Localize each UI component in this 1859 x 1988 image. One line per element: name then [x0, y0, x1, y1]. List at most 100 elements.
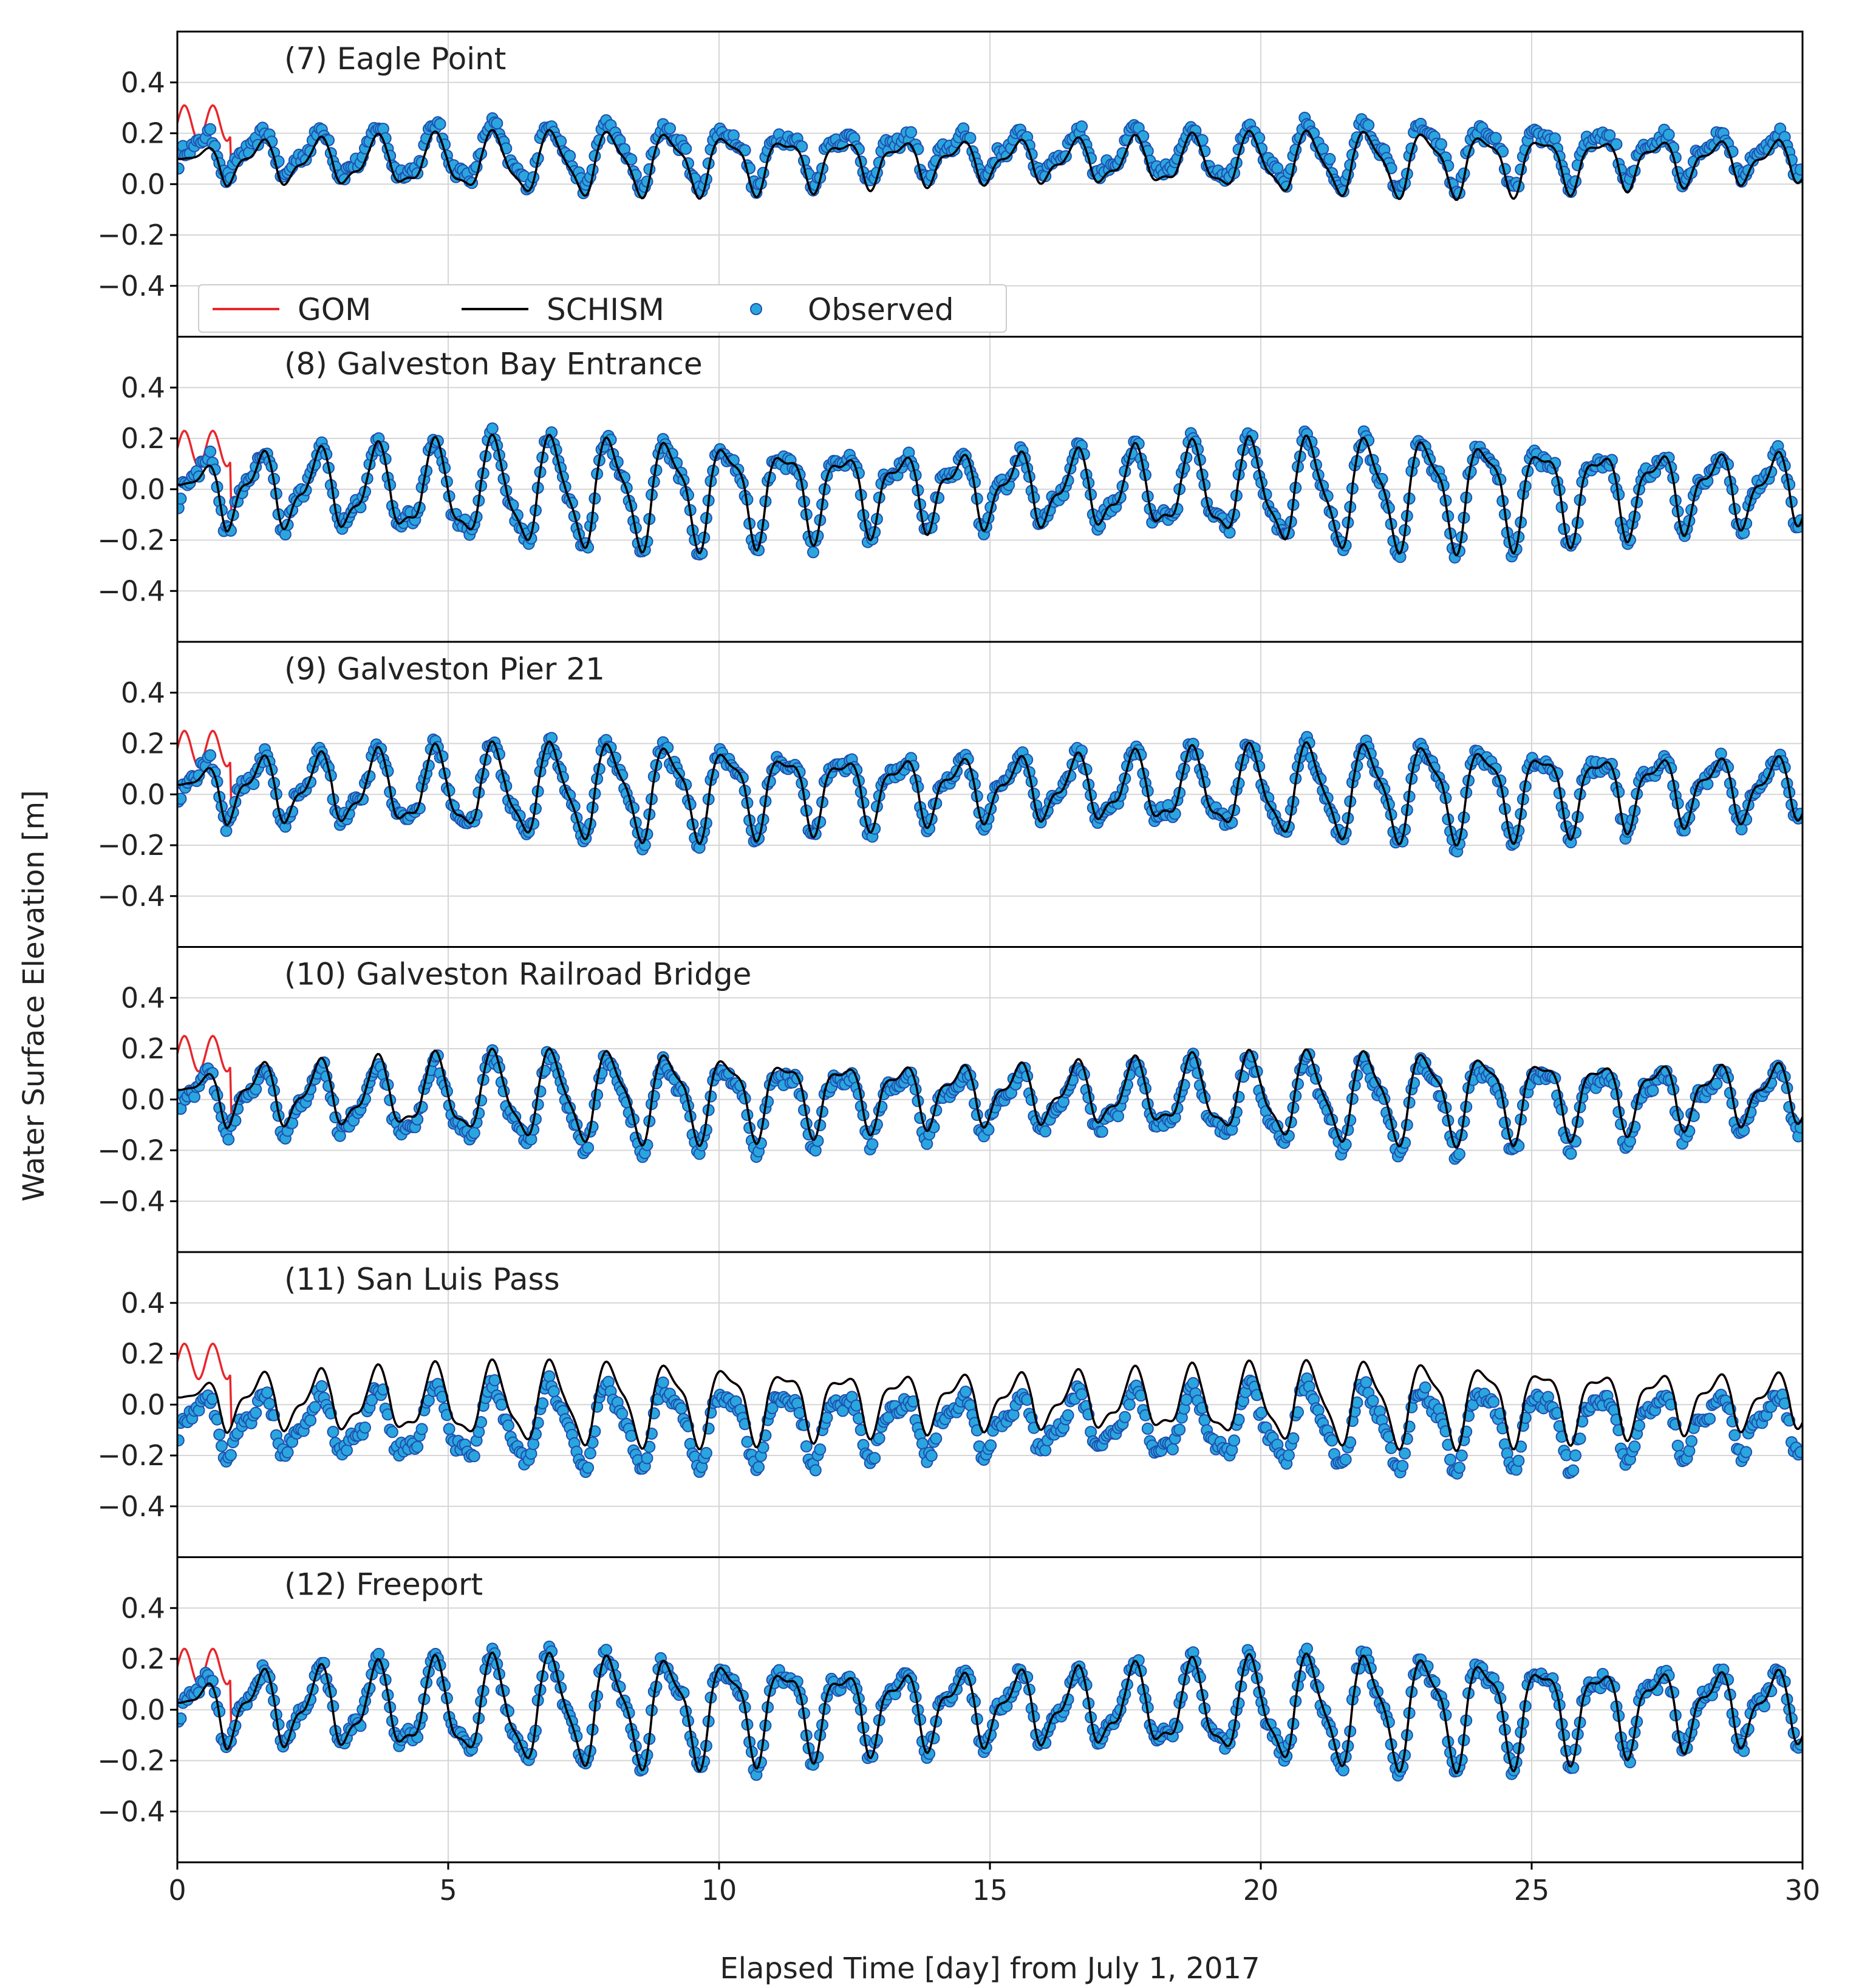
observed-point [873, 1432, 885, 1445]
observed-point [468, 1126, 480, 1139]
observed-point [309, 1401, 321, 1414]
observed-point [643, 163, 656, 175]
observed-point [1444, 1453, 1456, 1466]
observed-point [1271, 162, 1284, 174]
observed-point [964, 132, 977, 145]
observed-point [1646, 1084, 1659, 1097]
observed-point [1123, 1398, 1136, 1411]
y-tick-label: −0.4 [97, 1795, 165, 1828]
observed-point [502, 1419, 514, 1432]
y-tick-label: 0.4 [121, 981, 165, 1014]
series-group [177, 729, 1803, 858]
observed-point [315, 1380, 328, 1392]
observed-point [1435, 138, 1447, 151]
observed-point [386, 1426, 398, 1438]
observed-point [1283, 1129, 1295, 1142]
observed-point [527, 1438, 540, 1451]
observed-point [1326, 1434, 1339, 1447]
observed-point [1339, 1453, 1352, 1466]
y-tick-label: −0.2 [97, 219, 165, 251]
observed-point [752, 1461, 765, 1474]
observed-point [193, 769, 205, 781]
observed-point [1549, 132, 1561, 145]
observed-point [1704, 1412, 1716, 1425]
y-tick-label: −0.4 [97, 574, 165, 607]
observed-point [225, 1449, 237, 1462]
panel-title: (9) Galveston Pier 21 [284, 652, 605, 687]
observed-point [647, 1090, 660, 1102]
observed-point [741, 1435, 754, 1448]
observed-point [930, 1432, 943, 1445]
observed-point [263, 1397, 276, 1410]
observed-point [1728, 1429, 1741, 1442]
observed-point [220, 825, 233, 837]
observed-point [213, 1428, 226, 1441]
series-line-schism [177, 129, 1803, 201]
series-group [177, 1035, 1803, 1165]
observed-point [1173, 1423, 1186, 1436]
observed-point [534, 1085, 547, 1098]
observed-point [586, 1120, 599, 1133]
y-tick-label: −0.4 [97, 270, 165, 302]
panel-title: (12) Freeport [284, 1567, 483, 1602]
y-tick-label: 0.0 [121, 1083, 165, 1116]
panel-title: (11) San Luis Pass [284, 1262, 560, 1297]
y-tick-label: 0.4 [121, 1287, 165, 1319]
observed-point [1039, 1444, 1052, 1457]
observed-point [434, 118, 446, 131]
observed-point [1678, 824, 1691, 837]
panel-5: −0.4 −0.2 0.0 0.2 0.4 (11) San Luis Pass [97, 1251, 1804, 1558]
observed-point [204, 749, 217, 761]
y-tick-label: 0.0 [121, 1694, 165, 1726]
y-tick-label: −0.4 [97, 1490, 165, 1523]
observed-point [475, 1094, 488, 1107]
observed-point [411, 1113, 424, 1126]
observed-point [204, 123, 217, 135]
observed-point [1740, 1446, 1753, 1459]
observed-point [1141, 1422, 1154, 1435]
observed-point [1610, 138, 1623, 151]
y-tick-label: −0.2 [97, 524, 165, 557]
observed-point [1232, 1091, 1245, 1103]
observed-point [1685, 1435, 1698, 1448]
y-tick-label: 0.4 [121, 676, 165, 709]
y-tick-label: −0.2 [97, 1745, 165, 1777]
y-tick-label: −0.4 [97, 1185, 165, 1217]
observed-point [664, 122, 676, 135]
legend-swatch-observed [750, 303, 762, 315]
y-tick-label: 0.0 [121, 168, 165, 200]
y-tick-label: −0.2 [97, 1439, 165, 1472]
observed-point [531, 1098, 544, 1111]
observed-point [1399, 1447, 1411, 1460]
series-group [177, 1640, 1803, 1782]
observed-point [1795, 1446, 1803, 1459]
observed-point [216, 1440, 228, 1452]
observed-point [584, 1447, 596, 1460]
observed-point [1512, 1454, 1525, 1467]
observed-point [411, 1731, 424, 1744]
observed-point [1455, 1449, 1468, 1462]
series-line-schism [177, 434, 1803, 556]
observed-point [600, 1644, 613, 1656]
observed-point [177, 492, 187, 505]
observed-point [1628, 1440, 1641, 1453]
observed-point [1039, 1125, 1052, 1138]
y-axis-title: Water Surface Elevation [m] [17, 790, 51, 1202]
observed-point [1710, 1077, 1723, 1090]
observed-point [1795, 163, 1803, 176]
observed-point [208, 140, 221, 152]
observed-point [982, 1123, 995, 1136]
observed-point [1301, 1642, 1313, 1655]
observed-point [969, 1097, 981, 1110]
observed-point [468, 1450, 480, 1463]
legend: GOM SCHISM Observed [198, 284, 1007, 333]
observed-point [188, 1091, 200, 1103]
observed-point [547, 1385, 560, 1398]
series-group [177, 1342, 1803, 1480]
observed-point [1419, 1381, 1431, 1394]
observed-point [1498, 1116, 1511, 1129]
x-tick-label: 20 [1243, 1874, 1279, 1907]
observed-point [1576, 1415, 1589, 1428]
observed-point [700, 1447, 712, 1459]
y-tick-label: −0.4 [97, 880, 165, 913]
